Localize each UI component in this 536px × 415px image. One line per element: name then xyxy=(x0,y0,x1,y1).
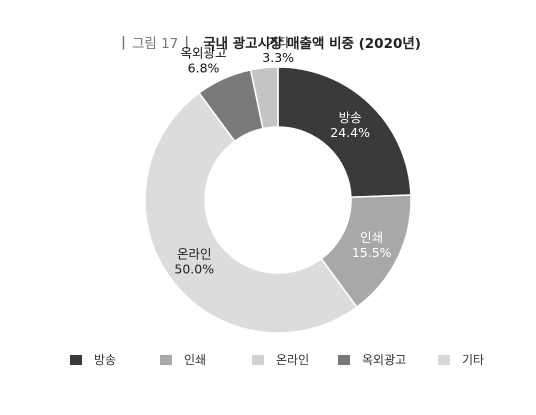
slice-value-2: 15.5% xyxy=(352,245,392,260)
slice-label-2: 인쇄 xyxy=(360,230,383,245)
legend-label: 기타 xyxy=(462,353,485,367)
slice-value-3: 50.0% xyxy=(174,262,214,277)
legend-label: 방송 xyxy=(94,353,117,367)
legend-item-2: 인쇄 xyxy=(160,351,206,368)
slice-value-5: 3.3% xyxy=(262,50,294,65)
slice-value-1: 24.4% xyxy=(330,125,370,140)
legend-swatch xyxy=(70,354,82,365)
legend-label: 옥외광고 xyxy=(362,353,407,367)
slice-5 xyxy=(249,66,279,130)
legend-swatch xyxy=(252,354,264,365)
slice-label-4: 옥외광고 xyxy=(181,46,227,61)
chart-title: 국내 광고시장 매출액 비중 (2020년) xyxy=(203,36,421,52)
chart-legend: 방송 인쇄 온라인 옥외광고 기타 xyxy=(70,351,490,371)
legend-item-4: 옥외광고 xyxy=(338,351,406,368)
legend-item-1: 방송 xyxy=(70,351,116,368)
slice-label-1: 방송 xyxy=(339,110,362,125)
legend-item-5: 기타 xyxy=(438,351,484,368)
legend-item-3: 온라인 xyxy=(252,351,309,368)
slice-label-3: 온라인 xyxy=(177,247,212,262)
slice-3 xyxy=(144,91,358,334)
legend-swatch xyxy=(338,354,350,365)
figure-header: | 그림 17 | 국내 광고시장 매출액 비중 (2020년) xyxy=(0,31,536,53)
figure-bar-right: | xyxy=(184,34,190,50)
legend-swatch xyxy=(438,354,450,365)
legend-label: 인쇄 xyxy=(184,353,207,367)
figure-bar-left: | xyxy=(121,34,126,50)
slice-1 xyxy=(277,66,412,199)
figure-label: 그림 17 xyxy=(131,36,179,52)
slice-value-4: 6.8% xyxy=(188,61,220,76)
legend-label: 온라인 xyxy=(276,353,310,367)
legend-swatch xyxy=(160,354,172,365)
slice-label-5: 기타 xyxy=(267,35,291,50)
